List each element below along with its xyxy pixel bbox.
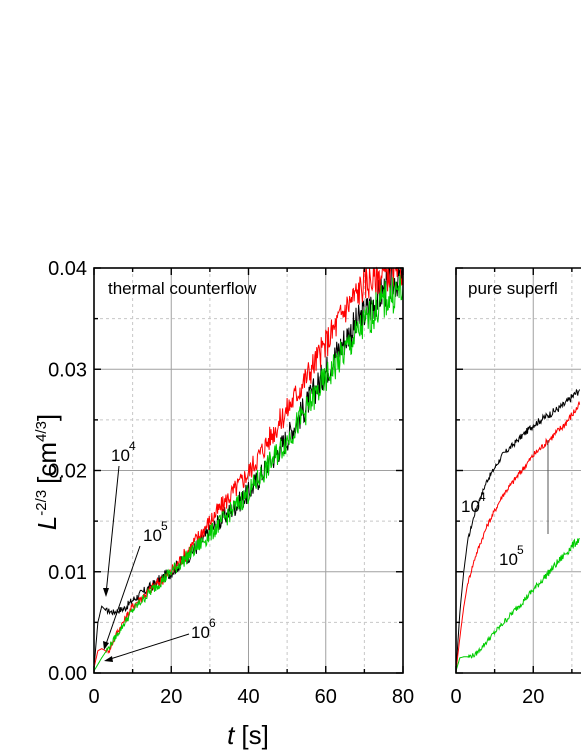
- left-series: [93, 266, 404, 672]
- left-xtick-label: 80: [392, 686, 414, 708]
- left-ytick-label: 0.00: [48, 663, 87, 685]
- panel-pure-superflow: 0 20 pure superfl 10 4 10 5: [450, 267, 581, 708]
- ann-1e6-base: 10: [191, 623, 210, 642]
- left-xtick-label: 40: [237, 686, 259, 708]
- left-ytick-label: 0.03: [48, 359, 87, 381]
- right-annotation-1e4: 10 4: [461, 490, 486, 516]
- right-annotation-1e5: 10 5: [499, 543, 524, 569]
- ann-1e5-arrowhead: [103, 641, 109, 650]
- panel-thermal-counterflow: 0 20 40 60 80 0.00 0.01 0.02 0.03 0.04 thermal c…: [32, 258, 414, 750]
- right-series-line-10^4: [456, 388, 581, 672]
- left-ytick-label: 0.02: [48, 461, 87, 483]
- y-axis-unit-exponent: 4/3: [33, 421, 50, 442]
- ann-1e4-arrowhead: [103, 588, 109, 597]
- left-xtick-label: 0: [88, 686, 99, 708]
- left-ytick-labels: 0.00 0.01 0.02 0.03 0.04: [48, 258, 87, 685]
- x-axis-title: t [s]: [227, 720, 269, 750]
- right-xtick-label: 0: [450, 686, 461, 708]
- y-axis-exponent: -2/3: [33, 490, 50, 516]
- svg-text:L-2/3[cm4/3]: L-2/3 [cm4/3]: [32, 414, 62, 530]
- y-axis-title: L-2/3 [cm4/3]: [32, 414, 62, 530]
- y-axis-unit-post: ]: [32, 414, 62, 421]
- left-ytick-label: 0.04: [48, 258, 87, 280]
- ann-1e4-exp: 4: [129, 439, 136, 453]
- left-series-line-10^6: [93, 274, 404, 672]
- x-axis-unit: [s]: [241, 720, 268, 750]
- ann-1e6-arrow-line: [106, 633, 190, 661]
- y-axis-symbol: L: [32, 516, 62, 530]
- right-ticks: [455, 267, 573, 674]
- ann-1e4-base: 10: [111, 446, 130, 465]
- right-xtick-label: 20: [522, 686, 544, 708]
- right-ann-1e5-base: 10: [499, 550, 518, 569]
- right-xtick-labels: 0 20: [450, 686, 544, 708]
- left-xtick-labels: 0 20 40 60 80: [88, 686, 414, 708]
- ann-1e6-arrowhead: [104, 656, 113, 662]
- ann-1e5-arrow-line: [104, 545, 141, 648]
- annotation-1e5: 10 5: [103, 519, 168, 650]
- y-axis-unit-pre: [cm: [32, 442, 62, 484]
- ann-1e6-exp: 6: [209, 616, 216, 630]
- right-panel-title: pure superfl: [468, 279, 558, 298]
- left-ticks: [93, 267, 404, 674]
- ann-1e5-base: 10: [143, 526, 162, 545]
- x-axis-symbol: t: [227, 720, 236, 750]
- right-series-line-10^5: [456, 401, 581, 672]
- right-series-line-10^6: [456, 537, 580, 672]
- ann-1e5-exp: 5: [161, 519, 168, 533]
- left-ytick-label: 0.01: [48, 562, 87, 584]
- left-series-line-10^5: [93, 266, 404, 669]
- left-xtick-label: 20: [160, 686, 182, 708]
- annotation-1e4: 10 4: [103, 439, 136, 597]
- right-series: [456, 388, 581, 672]
- left-xtick-label: 60: [315, 686, 337, 708]
- right-grid: [456, 268, 581, 673]
- annotation-1e6: 10 6: [104, 616, 216, 662]
- right-ann-1e5-exp: 5: [517, 543, 524, 557]
- ann-1e4-arrow-line: [105, 465, 120, 595]
- right-ann-1e4-exp: 4: [479, 490, 486, 504]
- left-panel-title: thermal counterflow: [108, 279, 257, 298]
- right-ann-1e4-base: 10: [461, 497, 480, 516]
